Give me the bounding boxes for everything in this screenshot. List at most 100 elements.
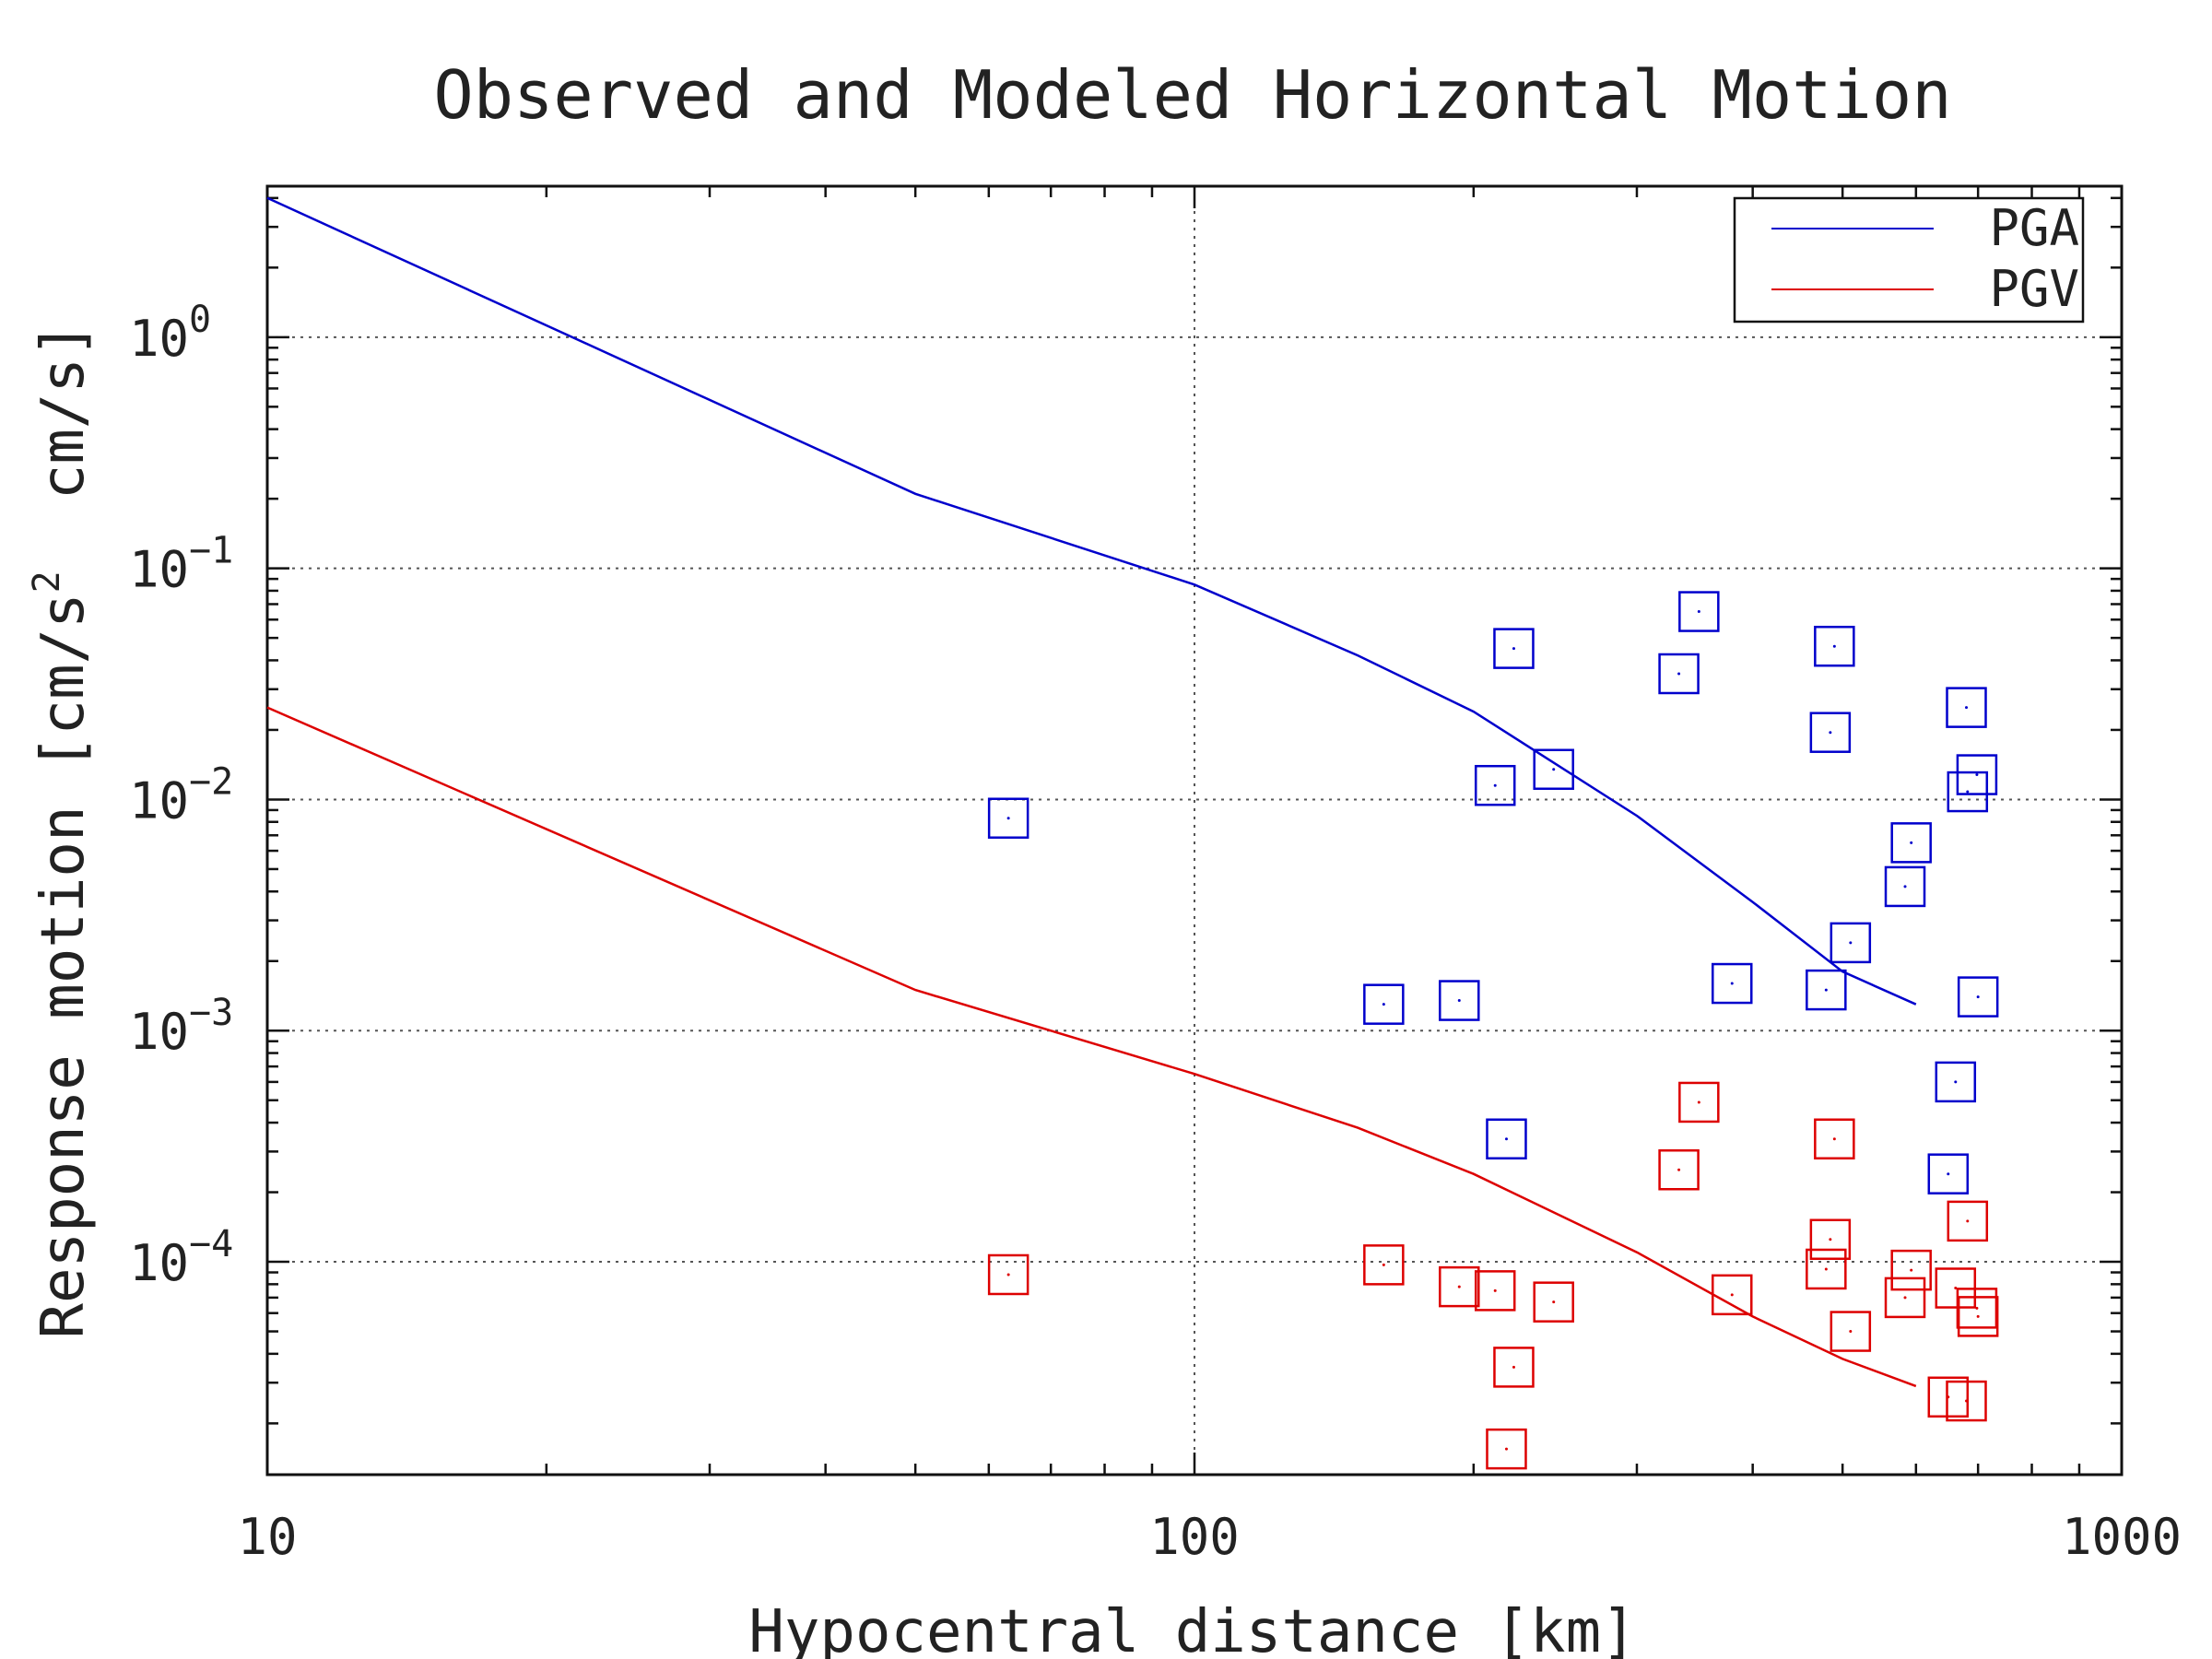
pga-observed-point — [1533, 748, 1574, 791]
point-center — [1829, 1238, 1832, 1241]
point-marker — [1658, 1148, 1700, 1191]
pga-observed-point — [1814, 625, 1855, 667]
model-lines — [266, 196, 1917, 1388]
point-center — [1730, 1293, 1734, 1297]
point-center — [1824, 988, 1828, 992]
y-tick-label: 10−2 — [129, 760, 233, 830]
point-marker — [1830, 922, 1872, 964]
line-pga — [266, 196, 1917, 1006]
point-marker — [1474, 1270, 1516, 1312]
pgv-observed-point — [1678, 1081, 1720, 1124]
point-center — [1954, 1080, 1958, 1084]
point-center — [1006, 1273, 1010, 1277]
point-center — [1903, 1296, 1907, 1300]
pga-observed-point — [1890, 822, 1932, 864]
pga-observed-point — [1806, 969, 1847, 1011]
point-marker — [1927, 1153, 1970, 1194]
point-marker — [1363, 1244, 1405, 1286]
y-tick-label: 10−1 — [129, 530, 233, 599]
point-center — [1976, 1314, 1980, 1318]
pga-observed-point — [1946, 687, 1987, 728]
point-center — [1976, 995, 1980, 999]
pga-observed-point — [1927, 1153, 1970, 1194]
point-center — [1965, 706, 1969, 710]
point-center — [1552, 1300, 1556, 1304]
y-tick-label: 100 — [129, 299, 211, 368]
point-marker — [1493, 1347, 1535, 1388]
legend-label-pgv: PGV — [1989, 260, 2079, 318]
pga-observed-point — [1712, 962, 1753, 1005]
point-marker — [1493, 628, 1535, 669]
x-tick-label: 10 — [237, 1508, 297, 1566]
pga-observed-point — [1486, 1118, 1527, 1160]
point-center — [1677, 672, 1681, 676]
chart-title: Observed and Modeled Horizontal Motion — [433, 56, 1951, 134]
point-marker — [1946, 687, 1987, 728]
pgv-observed-point — [1712, 1274, 1753, 1316]
pgv-observed-point — [1658, 1148, 1700, 1191]
point-marker — [1809, 1218, 1852, 1260]
point-marker — [1806, 969, 1847, 1011]
y-tick-label: 10−4 — [129, 1223, 233, 1292]
point-marker — [987, 1253, 1030, 1296]
grid-lines — [267, 186, 2122, 1475]
pga-observed-point — [987, 797, 1030, 839]
pgv-observed-point — [987, 1253, 1030, 1296]
point-marker — [1927, 1376, 1970, 1418]
point-marker — [1947, 1200, 1989, 1242]
point-marker — [1946, 1380, 1987, 1422]
pgv-observed-point — [1486, 1428, 1527, 1470]
point-center — [1824, 1267, 1828, 1271]
pga-observed-point — [1439, 980, 1480, 1021]
x-tick-label: 100 — [1149, 1508, 1240, 1566]
point-center — [1966, 790, 1970, 794]
point-marker — [1712, 962, 1753, 1005]
y-axis-label: Response motion [cm/s2 cm/s] — [26, 323, 98, 1339]
pga-observed-point — [1957, 976, 1999, 1018]
pga-observed-point — [1809, 712, 1852, 753]
point-marker — [1809, 712, 1852, 753]
point-marker — [1890, 1249, 1932, 1291]
x-axis-label: Hypocentral distance [km] — [748, 1598, 1636, 1659]
point-center — [1849, 1330, 1853, 1334]
point-center — [1457, 999, 1461, 1003]
point-marker — [1533, 748, 1574, 791]
point-center — [1849, 941, 1853, 945]
point-center — [1512, 1365, 1515, 1369]
point-center — [1457, 1285, 1461, 1288]
point-center — [1552, 768, 1556, 771]
point-center — [1493, 1288, 1497, 1292]
point-center — [1954, 1287, 1958, 1290]
legend: PGA PGV — [1733, 196, 2085, 324]
point-center — [1903, 885, 1907, 888]
legend-label-pga: PGA — [1989, 199, 2079, 257]
x-tick-labels: 10 100 1000 — [237, 1508, 2182, 1566]
point-center — [1382, 1003, 1385, 1006]
pga-observed-point — [1935, 1061, 1977, 1103]
point-center — [1697, 1100, 1700, 1104]
point-marker — [1956, 754, 1998, 795]
point-marker — [1890, 822, 1932, 864]
pgv-observed-point — [1814, 1118, 1855, 1160]
point-marker — [1363, 983, 1405, 1025]
point-center — [1382, 1263, 1385, 1266]
point-center — [1910, 1268, 1913, 1272]
pgv-observed-point — [1890, 1249, 1932, 1291]
point-center — [1512, 647, 1515, 651]
point-center — [1677, 1168, 1681, 1171]
pga-observed-point — [1493, 628, 1535, 669]
pgv-observed-point — [1806, 1248, 1847, 1290]
pgv-observed-point — [1957, 1296, 1999, 1337]
point-center — [1006, 817, 1010, 820]
point-center — [1493, 783, 1497, 787]
legend-box — [1733, 196, 2085, 324]
pgv-observed-point — [1439, 1265, 1480, 1308]
pga-observed-point — [1678, 591, 1720, 632]
pga-observed-point — [1363, 983, 1405, 1025]
point-marker — [1439, 1265, 1480, 1308]
point-center — [1832, 644, 1836, 648]
point-marker — [1658, 653, 1700, 695]
point-marker — [1947, 771, 1989, 813]
point-marker — [1814, 625, 1855, 667]
